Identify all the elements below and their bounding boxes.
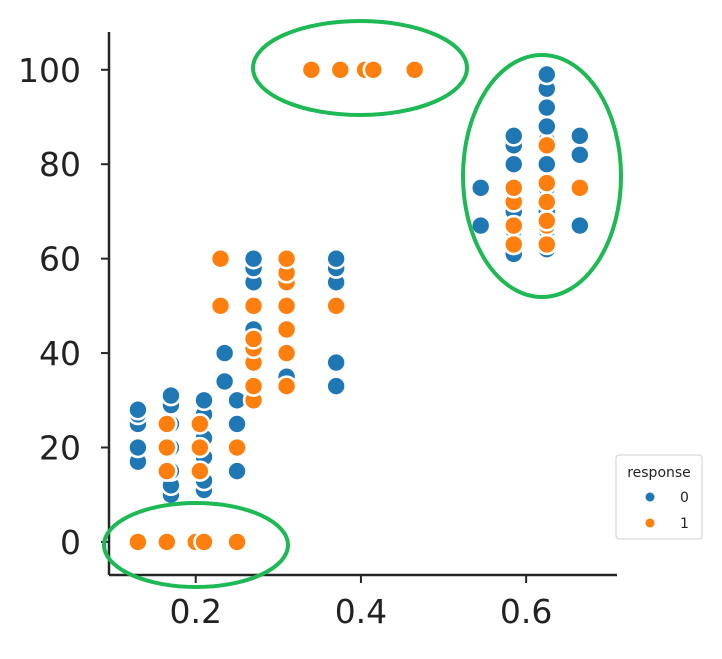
- axes: [107, 32, 617, 577]
- data-point-response-1: [535, 172, 558, 194]
- data-point-response-1: [189, 460, 211, 482]
- data-point-response-0: [535, 63, 558, 86]
- data-point-response-1: [535, 134, 558, 157]
- data-point-response-0: [193, 389, 215, 412]
- data-point-response-0: [325, 247, 347, 270]
- legend-marker-0: [645, 492, 655, 502]
- data-points: [127, 58, 591, 553]
- y-tick-label: 60: [39, 240, 81, 279]
- data-point-response-0: [160, 384, 182, 407]
- data-point-response-0: [325, 351, 347, 374]
- highlight-ellipse-bottom: [102, 501, 290, 589]
- data-point-response-1: [226, 436, 248, 459]
- data-point-response-0: [569, 214, 591, 237]
- data-point-response-0: [535, 153, 558, 176]
- legend-box: [615, 454, 703, 540]
- data-point-response-1: [502, 233, 525, 256]
- data-point-response-0: [226, 460, 248, 482]
- data-point-response-1: [362, 58, 385, 81]
- data-point-response-1: [275, 247, 298, 270]
- data-point-response-0: [127, 436, 149, 459]
- data-point-response-1: [156, 413, 178, 435]
- data-point-response-1: [275, 342, 298, 364]
- data-point-response-1: [242, 328, 265, 350]
- data-point-response-0: [242, 247, 265, 270]
- x-tick-label: 0.4: [335, 592, 387, 631]
- legend-title: response: [627, 465, 691, 481]
- highlight-ellipse-right: [461, 53, 623, 299]
- data-point-response-1: [403, 58, 426, 81]
- data-point-response-1: [127, 531, 149, 553]
- data-point-response-1: [535, 210, 558, 232]
- data-point-response-1: [300, 58, 323, 81]
- data-point-response-1: [569, 177, 591, 199]
- y-tick-label: 100: [18, 51, 81, 90]
- legend-label-1: 1: [680, 516, 689, 532]
- data-point-response-1: [535, 191, 558, 213]
- y-tick-label: 40: [39, 334, 81, 373]
- data-point-response-1: [275, 375, 298, 397]
- data-point-response-1: [275, 318, 298, 341]
- data-point-response-1: [156, 460, 178, 482]
- data-point-response-0: [469, 177, 492, 199]
- data-point-response-0: [535, 115, 558, 138]
- legend: response 0 1: [615, 454, 703, 540]
- data-point-response-0: [569, 125, 591, 147]
- highlight-ellipse-top: [251, 19, 469, 117]
- y-tick-label: 80: [39, 145, 81, 184]
- highlight-ellipses: [102, 19, 623, 589]
- y-tick-label: 20: [39, 429, 81, 468]
- data-point-response-1: [242, 295, 265, 317]
- data-point-response-1: [189, 436, 211, 459]
- data-point-response-0: [502, 153, 525, 176]
- data-point-response-1: [329, 58, 352, 81]
- data-point-response-1: [226, 531, 248, 553]
- data-point-response-1: [535, 233, 558, 256]
- data-point-response-0: [569, 143, 591, 166]
- data-point-response-0: [325, 375, 347, 397]
- y-tick-label: 0: [60, 523, 81, 562]
- data-point-response-0: [226, 413, 248, 435]
- data-point-response-1: [275, 295, 298, 317]
- data-point-response-0: [502, 125, 525, 147]
- data-point-response-1: [502, 177, 525, 199]
- data-point-response-1: [156, 436, 178, 459]
- x-tick-label: 0.6: [500, 592, 552, 631]
- data-point-response-0: [213, 342, 236, 364]
- data-point-response-1: [502, 214, 525, 237]
- data-point-response-1: [209, 295, 232, 317]
- data-point-response-0: [535, 96, 558, 119]
- legend-label-0: 0: [680, 490, 689, 506]
- ticks: 0 20 40 60 80 100 0.2 0.4 0.6: [18, 51, 552, 631]
- data-point-response-1: [325, 295, 347, 317]
- data-point-response-0: [213, 370, 236, 393]
- data-point-response-1: [189, 413, 211, 435]
- legend-marker-1: [645, 518, 655, 528]
- data-point-response-0: [127, 398, 149, 421]
- x-tick-label: 0.2: [169, 592, 221, 631]
- data-point-response-1: [156, 531, 178, 553]
- data-point-response-1: [193, 531, 215, 553]
- data-point-response-1: [209, 247, 232, 270]
- data-point-response-1: [242, 375, 265, 397]
